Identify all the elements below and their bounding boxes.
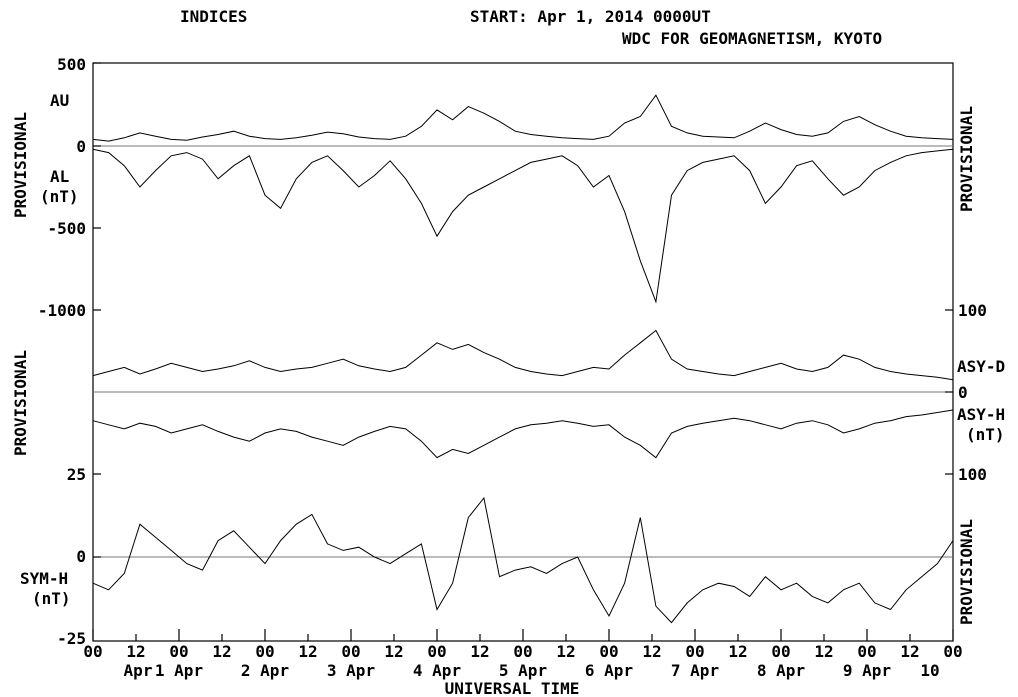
x-tick-label-day: 4 Apr (413, 661, 461, 680)
series-al-line (92, 148, 954, 304)
x-tick-label-hour: 00 (341, 642, 360, 661)
x-tick-label-hour: 12 (728, 642, 747, 661)
x-tick-label-day: 8 Apr (757, 661, 805, 680)
tick-symh-minus25: -25 (57, 629, 86, 648)
x-tick-label-day: 2 Apr (241, 661, 289, 680)
x-tick-label-hour: 12 (212, 642, 231, 661)
right-tick-marks (945, 309, 953, 475)
x-tick-label-hour: 12 (814, 642, 833, 661)
label-asy-unit: (nT) (966, 425, 1005, 444)
label-aual-unit: (nT) (40, 187, 79, 206)
left-tick-marks (93, 62, 101, 558)
chart-title: INDICES (180, 7, 247, 26)
start-label: START: Apr 1, 2014 0000UT (470, 7, 711, 26)
x-tick-label-day: 3 Apr (327, 661, 375, 680)
tick-symh-25: 25 (67, 465, 86, 484)
x-tick-label-day: 1 Apr (155, 661, 203, 680)
tick-symh-0: 0 (76, 547, 86, 566)
x-tick-label-hour: 00 (599, 642, 618, 661)
tick-asy-100-top: 100 (958, 301, 987, 320)
label-al: AL (50, 167, 69, 186)
x-tick-label-hour: 00 (427, 642, 446, 661)
x-tick-label-day: 10 (920, 661, 939, 680)
x-tick-label-day: 7 Apr (671, 661, 719, 680)
provisional-right-top: PROVISIONAL (957, 106, 976, 212)
tick-au-500: 500 (57, 55, 86, 74)
tick-au-minus1000: -1000 (38, 301, 86, 320)
series-asy-h-line (92, 409, 954, 459)
series-sym-h-line (92, 496, 954, 624)
tick-asy-100-bottom: 100 (958, 465, 987, 484)
series-au-line (92, 94, 954, 142)
label-asyh: ASY-H (957, 405, 1005, 424)
x-tick-label-hour: 00 (685, 642, 704, 661)
series-asy-d-line (92, 329, 954, 381)
x-axis: 00 12 00 12 00 12 00 12 00 12 00 12 00 12 00 12 00 12 00 12… (83, 629, 963, 680)
x-tick-label-hour: 12 (384, 642, 403, 661)
source-label: WDC FOR GEOMAGNETISM, KYOTO (622, 29, 882, 48)
x-tick-label-hour: 00 (771, 642, 790, 661)
label-symh: SYM-H (20, 569, 68, 588)
provisional-left-top: PROVISIONAL (11, 112, 30, 218)
x-tick-label-day: 9 Apr (843, 661, 891, 680)
x-tick-label-hour: 00 (255, 642, 274, 661)
x-tick-label-hour: 00 (513, 642, 532, 661)
x-tick-label-hour: 00 (943, 642, 962, 661)
plot-frame (92, 62, 954, 642)
tick-au-0: 0 (76, 137, 86, 156)
label-au: AU (50, 91, 69, 110)
provisional-right-bottom: PROVISIONAL (957, 519, 976, 625)
x-tick-label-hour: 12 (642, 642, 661, 661)
label-asyd: ASY-D (957, 357, 1005, 376)
tick-asy-0: 0 (958, 383, 968, 402)
label-symh-unit: (nT) (32, 589, 71, 608)
x-tick-label-hour: 00 (169, 642, 188, 661)
x-tick-label-hour: 12 (298, 642, 317, 661)
x-axis-label: UNIVERSAL TIME (445, 679, 580, 697)
x-tick-label-day: 5 Apr (499, 661, 547, 680)
x-tick-label-hour: 12 (470, 642, 489, 661)
provisional-left-middle: PROVISIONAL (11, 350, 30, 456)
tick-au-minus500: -500 (47, 219, 86, 238)
x-tick-label-hour: 00 (83, 642, 102, 661)
data-traces (92, 94, 954, 624)
x-tick-label-day: 6 Apr (585, 661, 633, 680)
x-tick-label-hour: 12 (556, 642, 575, 661)
x-tick-label-hour: 12 (126, 642, 145, 661)
x-tick-label-day: Apr (124, 661, 153, 680)
x-tick-label-hour: 12 (900, 642, 919, 661)
x-tick-label-hour: 00 (857, 642, 876, 661)
